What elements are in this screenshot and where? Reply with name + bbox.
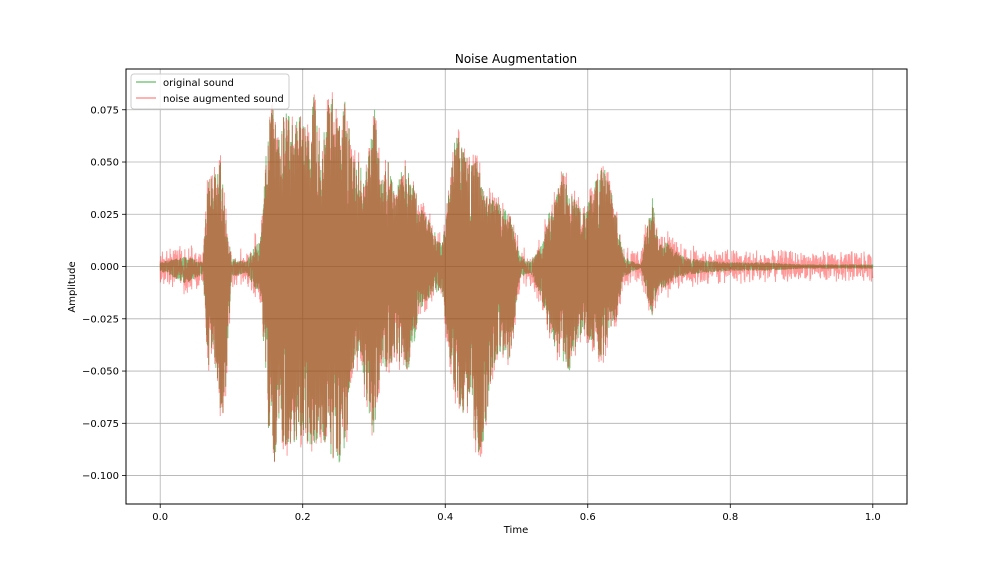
x-tick-label: 0.0 [152, 512, 168, 523]
y-axis-label: Amplitude [67, 261, 78, 312]
chart-title: Noise Augmentation [455, 52, 577, 66]
legend: original sound noise augmented sound [130, 73, 290, 110]
legend-label-original: original sound [163, 78, 234, 89]
y-tick-label: −0.075 [82, 419, 119, 430]
series-line-original-sound [159, 97, 874, 463]
y-tick-label: −0.025 [82, 314, 119, 325]
legend-label-noise: noise augmented sound [163, 94, 284, 105]
y-tick-label: 0.050 [90, 158, 119, 169]
legend-box [130, 73, 290, 110]
x-tick-label: 0.4 [437, 512, 453, 523]
x-tick-label: 0.8 [722, 512, 738, 523]
y-tick-label: −0.050 [82, 367, 119, 378]
x-tick-label: 0.2 [295, 512, 311, 523]
x-tick-label: 1.0 [865, 512, 881, 523]
y-tick-label: −0.100 [82, 471, 119, 482]
y-tick-label: 0.000 [90, 262, 119, 273]
series-line-noise-augmented-sound [159, 92, 874, 463]
x-axis: 0.0 0.2 0.4 0.6 0.8 1.0 [152, 504, 881, 523]
x-tick-label: 0.6 [580, 512, 596, 523]
traces [159, 92, 874, 463]
y-tick-label: 0.025 [90, 210, 119, 221]
x-axis-label: Time [503, 525, 528, 536]
y-tick-label: 0.075 [90, 105, 119, 116]
plot-frame [125, 68, 908, 505]
y-axis: −0.100 −0.075 −0.050 −0.025 0.000 0.025 0.050 0… [82, 105, 126, 482]
